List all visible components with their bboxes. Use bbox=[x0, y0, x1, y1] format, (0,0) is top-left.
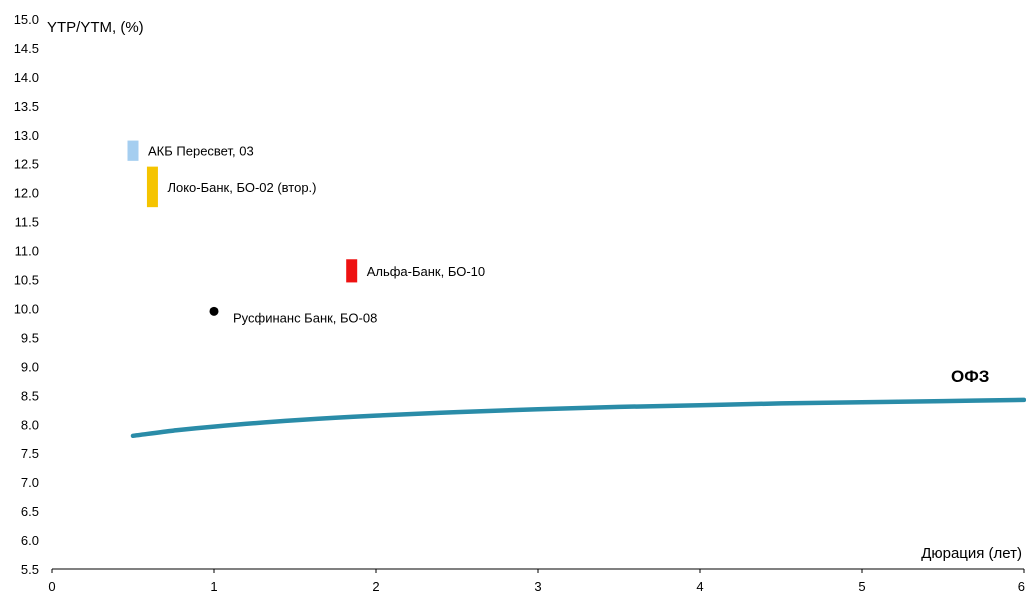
ofz-yield-curve bbox=[130, 397, 1026, 439]
y-tick-label: 9.0 bbox=[21, 359, 39, 374]
y-tick-label: 7.0 bbox=[21, 475, 39, 490]
y-tick-label: 12.0 bbox=[14, 186, 39, 201]
bond-marker-dot bbox=[209, 306, 219, 316]
y-tick-label: 13.5 bbox=[14, 99, 39, 114]
y-tick-label: 14.5 bbox=[14, 41, 39, 56]
y-tick-label: 14.0 bbox=[14, 70, 39, 85]
x-tick-marks bbox=[51, 569, 1025, 573]
x-tick-labels: 0 1 2 3 4 5 6 bbox=[48, 579, 1025, 594]
y-tick-label: 13.0 bbox=[14, 128, 39, 143]
ofz-curve-label: ОФЗ bbox=[951, 367, 989, 386]
y-tick-label: 7.5 bbox=[21, 446, 39, 461]
bond-marker-bar bbox=[346, 259, 358, 283]
y-tick-labels: 5.5 6.0 6.5 7.0 7.5 8.0 8.5 9.0 9.5 10.0 10.5 11.0 1… bbox=[14, 12, 39, 577]
x-tick-label: 6 bbox=[1018, 579, 1025, 594]
y-tick-label: 12.5 bbox=[14, 157, 39, 172]
y-tick-label: 8.0 bbox=[21, 417, 39, 432]
y-tick-label: 15.0 bbox=[14, 12, 39, 27]
y-tick-label: 9.5 bbox=[21, 330, 39, 345]
bond-marker-bar bbox=[146, 166, 158, 208]
y-tick-label: 8.5 bbox=[21, 388, 39, 403]
y-tick-label: 11.0 bbox=[15, 244, 39, 259]
bond-points: АКБ Пересвет, 03 Локо-Банк, БО-02 (втор.)… bbox=[127, 140, 485, 325]
y-tick-label: 10.0 bbox=[14, 301, 39, 316]
y-tick-label: 6.5 bbox=[21, 504, 39, 519]
bond-label: Альфа-Банк, БО-10 bbox=[367, 264, 485, 279]
y-tick-label: 6.0 bbox=[21, 533, 39, 548]
bond-label: Локо-Банк, БО-02 (втор.) bbox=[167, 180, 316, 195]
x-tick-label: 1 bbox=[210, 579, 217, 594]
y-axis-title: YTP/YTM, (%) bbox=[47, 19, 144, 36]
x-axis-title: Дюрация (лет) bbox=[921, 545, 1022, 562]
x-tick-label: 3 bbox=[534, 579, 541, 594]
x-tick-label: 4 bbox=[696, 579, 703, 594]
y-tick-label: 5.5 bbox=[21, 562, 39, 577]
y-tick-label: 10.5 bbox=[14, 273, 39, 288]
x-tick-label: 5 bbox=[858, 579, 865, 594]
bond-label: АКБ Пересвет, 03 bbox=[148, 144, 254, 159]
y-tick-label: 11.5 bbox=[15, 215, 39, 230]
x-tick-label: 0 bbox=[48, 579, 55, 594]
x-tick-label: 2 bbox=[372, 579, 379, 594]
bond-marker-bar bbox=[127, 140, 139, 161]
bond-label: Русфинанс Банк, БО-08 bbox=[233, 310, 377, 325]
